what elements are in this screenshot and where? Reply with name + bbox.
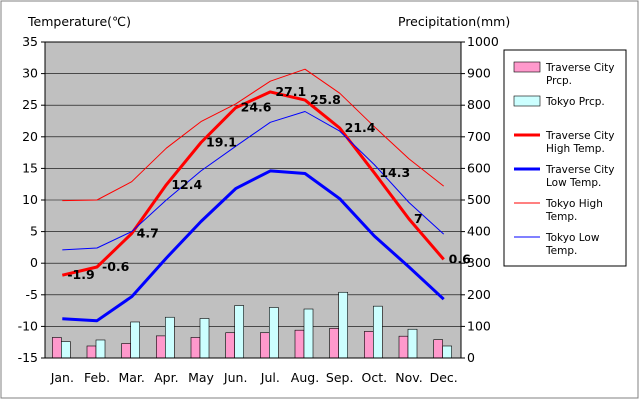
temp-line: [62, 111, 445, 251]
right-axis-label: Precipitation(mm): [398, 14, 510, 29]
precip-bar: [121, 343, 131, 359]
precip-bar: [364, 331, 374, 359]
right-tick-label: 700: [467, 129, 491, 144]
x-tick-label: Mar.: [118, 370, 144, 385]
legend-label: Tokyo High: [545, 198, 603, 210]
left-tick-label: -5: [26, 287, 38, 302]
legend-box: [503, 49, 627, 267]
right-tick-label: 400: [467, 224, 491, 239]
x-tick-label: Aug.: [291, 370, 319, 385]
data-label: 4.7: [137, 225, 159, 240]
data-label: 25.8: [310, 92, 341, 107]
data-label: 12.4: [171, 177, 202, 192]
precip-bar: [433, 339, 443, 359]
data-label: 0.6: [449, 251, 471, 266]
x-tick-label: Jul.: [260, 370, 280, 385]
right-tick-label: 300: [467, 255, 491, 270]
right-tick-label: 1000: [467, 34, 499, 49]
legend-label: Traverse City: [545, 130, 614, 142]
x-tick-label: Apr.: [154, 370, 178, 385]
legend-swatch: [513, 61, 541, 73]
x-tick-label: Jun.: [223, 370, 248, 385]
precip-bar: [130, 321, 140, 359]
precip-bar: [442, 345, 452, 359]
x-tick-label: Jan.: [50, 370, 74, 385]
right-tick-label: 0: [467, 350, 475, 365]
precip-bar: [165, 316, 175, 359]
precip-bar: [225, 332, 235, 359]
temp-line: [62, 169, 445, 323]
data-label: -1.9: [67, 267, 94, 282]
right-tick-label: 800: [467, 97, 491, 112]
legend-label: Temp.: [545, 211, 577, 223]
precip-bar: [61, 341, 71, 359]
left-tick-label: 30: [22, 66, 38, 81]
left-tick-label: 0: [30, 255, 38, 270]
right-tick-label: 500: [467, 192, 491, 207]
precip-bar: [338, 291, 348, 359]
data-label: -0.6: [102, 259, 130, 274]
left-tick-label: -10: [18, 318, 38, 333]
precip-bar: [234, 305, 244, 359]
x-tick-label: Sep.: [326, 370, 354, 385]
x-tick-label: Oct.: [362, 370, 388, 385]
data-label: 14.3: [379, 165, 410, 180]
data-label: 27.1: [275, 84, 306, 99]
data-label: 19.1: [206, 134, 237, 149]
right-tick-label: 600: [467, 160, 491, 175]
precip-bar: [269, 307, 279, 359]
left-axis-label: Temperature(℃): [27, 14, 131, 29]
legend-label: Low Temp.: [546, 177, 601, 189]
left-tick-label: 25: [22, 97, 38, 112]
left-tick-label: -15: [18, 350, 38, 365]
legend-label: Tokyo Low: [545, 232, 600, 244]
temp-line: [62, 68, 445, 202]
x-tick-label: Dec.: [430, 370, 458, 385]
left-tick-label: 15: [22, 160, 38, 175]
right-tick-label: 200: [467, 287, 491, 302]
precip-bar: [329, 327, 339, 359]
left-tick-label: 20: [22, 129, 38, 144]
left-tick-label: 5: [30, 224, 38, 239]
legend-label: Tokyo Prcp.: [545, 96, 605, 108]
precip-bar: [199, 318, 210, 359]
left-tick-label: 10: [22, 192, 38, 207]
legend-label: Prcp.: [546, 75, 572, 87]
precip-bar: [398, 335, 409, 359]
precip-bar: [52, 337, 62, 359]
legend-label: Temp.: [545, 245, 577, 257]
precip-bar: [303, 308, 314, 359]
right-tick-label: 900: [467, 66, 491, 81]
data-label: 21.4: [345, 120, 376, 135]
precip-bar: [86, 345, 97, 359]
legend-label: High Temp.: [546, 143, 605, 155]
legend-label: Traverse City: [545, 164, 614, 176]
precip-bar: [407, 328, 418, 359]
right-tick-label: 100: [467, 318, 491, 333]
legend-label: Traverse City: [545, 62, 614, 74]
precip-bar: [260, 332, 270, 359]
left-tick-label: 35: [22, 34, 38, 49]
precip-bar: [95, 339, 106, 359]
data-label: 7: [414, 211, 423, 226]
precip-bar: [156, 335, 166, 359]
legend-swatch: [513, 95, 541, 107]
precip-bar: [373, 305, 383, 359]
temp-line: [61, 90, 445, 277]
x-tick-label: Nov.: [395, 370, 422, 385]
x-tick-label: Feb.: [84, 370, 110, 385]
data-label: 24.6: [241, 100, 272, 115]
x-tick-label: May: [188, 370, 214, 385]
precip-bar: [294, 329, 305, 359]
precip-bar: [190, 337, 201, 359]
